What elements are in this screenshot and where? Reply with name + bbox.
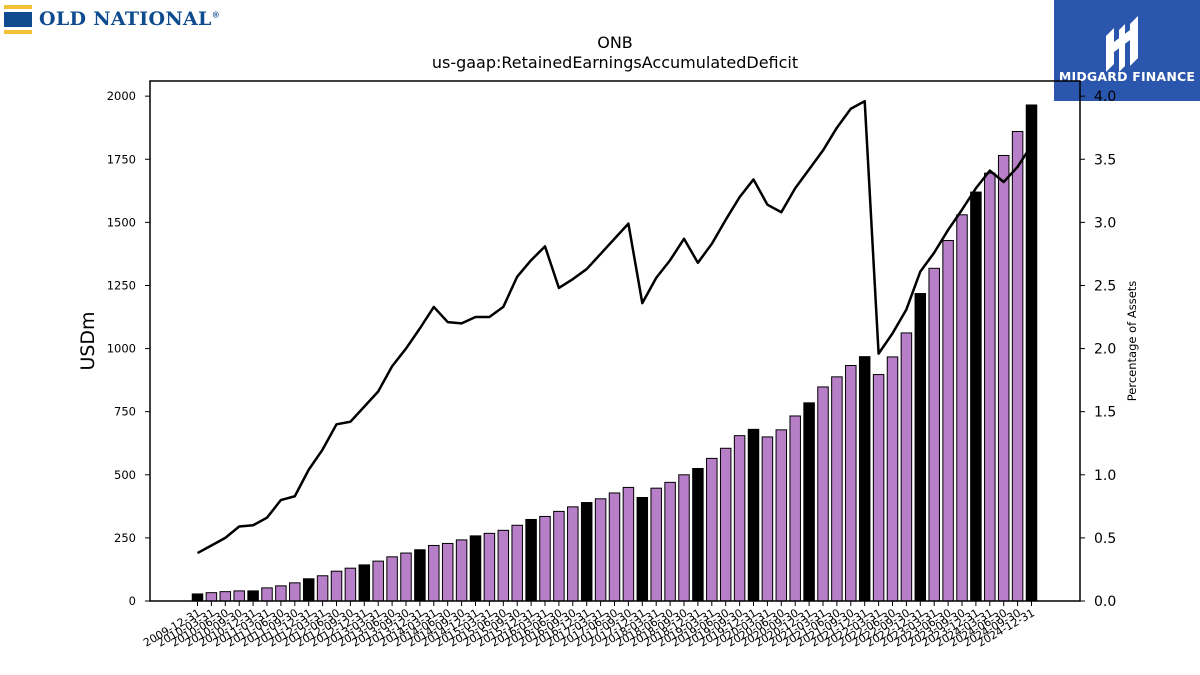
bar (330, 570, 343, 602)
y-tick-label: 2000 (107, 89, 136, 103)
bar (984, 172, 996, 602)
midgard-finance-logo: MIDGARD FINANCE (1054, 0, 1200, 101)
y-axis-label: USDm (77, 311, 99, 370)
bar (817, 386, 829, 602)
y2-tick-label: 3.0 (1094, 215, 1116, 231)
y2-tick-label: 0.5 (1094, 531, 1116, 547)
bar (761, 436, 774, 602)
bar (525, 518, 537, 602)
midgard-mark-icon (1054, 0, 1200, 101)
logo-gold-stripe-icon (4, 30, 32, 34)
bar (956, 214, 968, 602)
y2-tick-label: 0.0 (1094, 594, 1116, 610)
bar (344, 567, 357, 602)
bar (483, 532, 496, 602)
bar (205, 592, 218, 602)
y-tick-label: 1000 (107, 342, 136, 356)
bar (511, 524, 523, 602)
bar (455, 539, 468, 602)
bar (719, 447, 732, 602)
bar (400, 552, 412, 602)
plot-frame (149, 80, 1081, 602)
bar (275, 585, 287, 602)
y-tick-label: 250 (114, 531, 136, 545)
old-national-logo: OLD NATIONAL® (4, 4, 234, 38)
bar (664, 481, 676, 602)
bar (580, 502, 593, 602)
bar (302, 578, 315, 602)
y2-tick-label: 1.5 (1094, 405, 1116, 421)
bar (289, 582, 301, 602)
bar (733, 435, 746, 602)
y-tick-label: 1750 (107, 152, 136, 166)
percentage-line (196, 99, 1033, 555)
bar (316, 575, 329, 602)
bar (706, 457, 718, 602)
bar (469, 535, 482, 602)
bar (845, 364, 857, 602)
logo-wordmark: MIDGARD FINANCE (1058, 69, 1196, 84)
bar (872, 374, 885, 602)
bar (789, 415, 801, 602)
bar (1025, 104, 1038, 602)
y-tick-label: 750 (114, 405, 136, 419)
bar (247, 590, 259, 602)
y2-tick-label: 1.0 (1094, 468, 1116, 484)
y-tick-label: 1250 (107, 278, 136, 292)
y2-axis-label: Percentage of Assets (1125, 281, 1139, 402)
bar (678, 474, 690, 602)
bar (622, 486, 635, 602)
bar (997, 154, 1010, 602)
y2-tick-label: 2.5 (1094, 278, 1116, 294)
bar (553, 510, 565, 602)
y-tick-label: 0 (129, 594, 136, 608)
bar (803, 402, 815, 602)
chart-title: ONB (597, 33, 633, 52)
logo-gold-stripe-icon (4, 5, 32, 9)
bar (261, 587, 273, 602)
chart-subtitle: us-gaap:RetainedEarningsAccumulatedDefic… (432, 53, 798, 72)
bar (608, 492, 621, 602)
bar (539, 515, 551, 602)
bar (497, 529, 510, 602)
bar (441, 542, 454, 602)
bar (747, 428, 760, 602)
y2-tick-label: 2.0 (1094, 342, 1116, 358)
bar (594, 498, 607, 602)
bar (928, 267, 940, 602)
bar (775, 429, 788, 602)
y2-tick-label: 3.5 (1094, 152, 1116, 168)
bar (970, 191, 982, 602)
bar (886, 356, 899, 602)
logo-blue-block-icon (4, 12, 32, 27)
logo-wordmark: OLD NATIONAL® (39, 8, 221, 30)
bar (233, 590, 245, 602)
y2-tick-label: 4.0 (1094, 89, 1116, 105)
bar (567, 506, 579, 602)
bar (692, 467, 704, 602)
bar (831, 376, 843, 602)
bar (386, 556, 398, 602)
bar (191, 593, 204, 602)
y-tick-label: 500 (114, 468, 136, 482)
bar (636, 497, 649, 602)
bar (372, 560, 384, 602)
bar (650, 487, 662, 602)
bar (914, 293, 927, 602)
y-tick-label: 1500 (107, 215, 136, 229)
bar (219, 591, 232, 602)
bar (414, 549, 426, 602)
bar (942, 240, 954, 602)
bar (858, 356, 871, 602)
bar (900, 332, 913, 602)
bar (358, 564, 371, 602)
bar (428, 544, 440, 602)
bar (1011, 130, 1024, 602)
